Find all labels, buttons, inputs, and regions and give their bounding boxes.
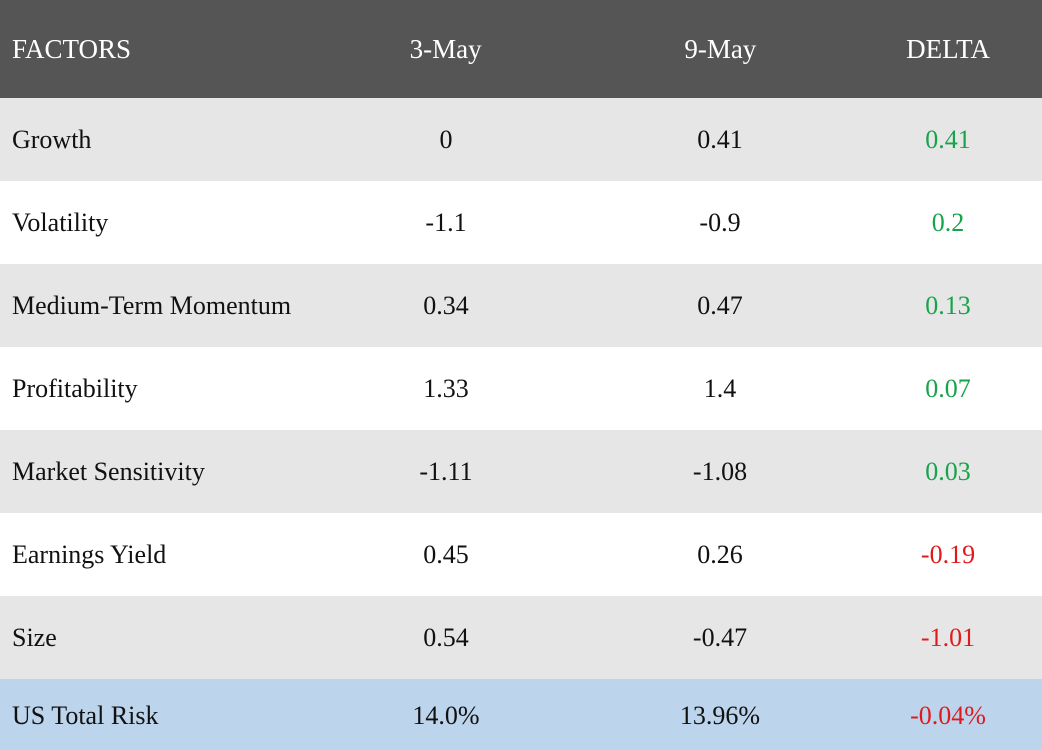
factor-name: Earnings Yield — [12, 539, 167, 569]
header-date-1: 3-May — [409, 33, 482, 64]
value-may9: 0.41 — [697, 124, 743, 154]
delta-value: 0.41 — [925, 124, 971, 154]
value-may3: 0 — [439, 124, 453, 154]
value-may3: 0.45 — [423, 539, 469, 569]
value-may9: -0.47 — [692, 622, 748, 652]
header-delta: DELTA — [906, 33, 991, 64]
value-may9: 0.47 — [697, 290, 743, 320]
value-may9: 1.4 — [703, 373, 737, 403]
delta-value: 0.13 — [925, 290, 971, 320]
delta-value: 0.07 — [925, 373, 971, 403]
delta-value: -1.01 — [920, 622, 976, 652]
value-may9: -1.08 — [692, 456, 748, 486]
value-may3: 1.33 — [423, 373, 469, 403]
factor-name: Volatility — [12, 207, 109, 237]
value-may3: 0.54 — [423, 622, 469, 652]
value-may3: -1.1 — [425, 207, 467, 237]
delta-value: 0.2 — [931, 207, 965, 237]
value-may9: 0.26 — [697, 539, 743, 569]
delta-value: -0.19 — [920, 539, 976, 569]
factor-name: Profitability — [12, 373, 138, 403]
factor-name: Growth — [12, 124, 92, 154]
table-row: Market Sensitivity -1.11 -1.08 0.03 — [0, 430, 1042, 513]
value-may3: 0.34 — [423, 290, 469, 320]
total-label: US Total Risk — [12, 700, 159, 730]
table-row: Growth 0 0.41 0.41 — [0, 98, 1042, 181]
header-date-2: 9-May — [684, 33, 757, 64]
factor-name: Size — [12, 622, 57, 652]
header-factors: FACTORS — [12, 33, 132, 64]
value-may3: -1.11 — [419, 456, 473, 486]
delta-value: 0.03 — [925, 456, 971, 486]
value-may9: -0.9 — [699, 207, 741, 237]
total-delta: -0.04% — [910, 700, 986, 730]
table-row: Volatility -1.1 -0.9 0.2 — [0, 181, 1042, 264]
factor-name: Market Sensitivity — [12, 456, 205, 486]
total-may9: 13.96% — [679, 700, 761, 730]
total-may3: 14.0% — [412, 700, 480, 730]
table-header: FACTORS 3-May 9-May DELTA — [0, 0, 1042, 98]
table-row: Profitability 1.33 1.4 0.07 — [0, 347, 1042, 430]
total-row: US Total Risk 14.0% 13.96% -0.04% — [0, 679, 1042, 750]
table-row: Medium-Term Momentum 0.34 0.47 0.13 — [0, 264, 1042, 347]
table-row: Size 0.54 -0.47 -1.01 — [0, 596, 1042, 679]
factor-name: Medium-Term Momentum — [12, 290, 292, 320]
table-row: Earnings Yield 0.45 0.26 -0.19 — [0, 513, 1042, 596]
